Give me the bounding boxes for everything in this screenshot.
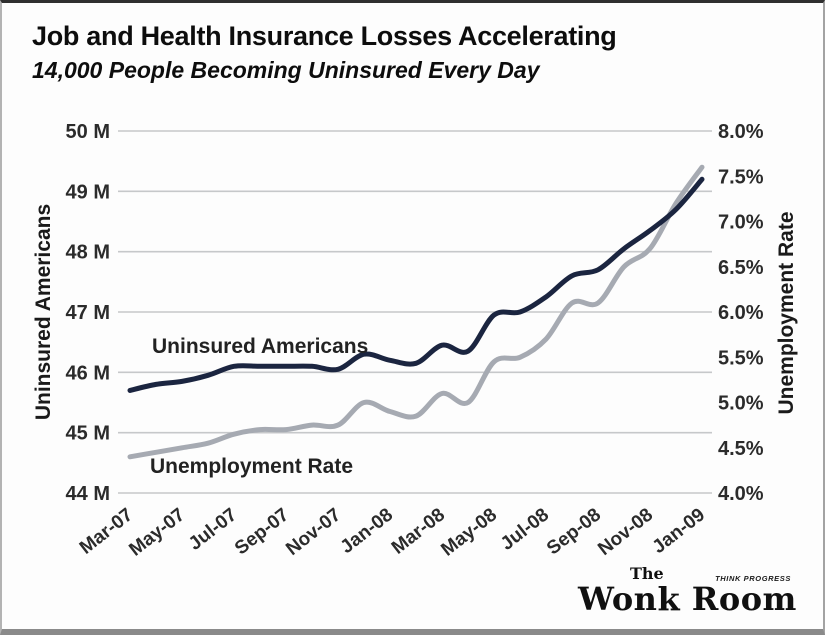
x-axis-tick-label: Jan-09: [649, 504, 709, 558]
chart-subtitle: 14,000 People Becoming Uninsured Every D…: [32, 57, 540, 83]
series-label-uninsured-americans: Uninsured Americans: [152, 335, 369, 358]
y-axis-right-tick-label: 6.5%: [718, 257, 764, 279]
y-axis-right-tick-label: 4.5%: [718, 438, 764, 460]
y-axis-right-tick-label: 8.0%: [718, 121, 764, 143]
y-axis-left-tick-label: 50 M: [66, 121, 110, 143]
y-axis-right-tick-label: 7.0%: [718, 212, 764, 234]
logo-wonk-room-text: Wonk Room: [578, 580, 797, 618]
x-axis-tick-label: Sep-07: [231, 504, 293, 559]
x-axis-tick-label: Sep-08: [543, 504, 605, 559]
x-axis-tick-label: May-07: [125, 504, 189, 560]
x-axis-tick-label: Nov-07: [282, 504, 345, 560]
y-axis-left-tick-label: 44 M: [66, 483, 110, 505]
x-axis-tick-label: Jul-07: [185, 504, 241, 554]
y-axis-right-tick-label: 5.5%: [718, 347, 764, 369]
y-axis-left-tick-label: 46 M: [66, 362, 110, 384]
y-axis-left-tick-label: 45 M: [66, 423, 110, 445]
series-line-uninsured-americans: [127, 176, 705, 393]
x-axis-tick-label: May-08: [437, 504, 501, 560]
x-axis-tick-label: Mar-08: [388, 504, 449, 558]
x-axis-tick-label: Mar-07: [76, 504, 137, 558]
series-line-unemployment-rate: [127, 164, 705, 460]
y-axis-right-tick-label: 5.0%: [718, 393, 764, 415]
y-axis-right-tick-label: 4.0%: [718, 483, 764, 505]
series-label-unemployment-rate: Unemployment Rate: [150, 455, 354, 478]
logo-the-text: The: [630, 564, 664, 583]
y-axis-right-tick-label: 6.0%: [718, 302, 764, 324]
chart-plot: 50 M 49 M 48 M 47 M 46 M 45 M 44 M 8.0% 7.5% 7.0%…: [66, 121, 764, 561]
logo-tagline-thinkprogress: THINK PROGRESS: [715, 574, 791, 583]
y-axis-left-tick-label: 49 M: [66, 181, 110, 203]
chart-title: Job and Health Insurance Losses Accelera…: [32, 21, 617, 51]
x-axis-tick-label: Jul-08: [497, 504, 553, 554]
y-axis-right-tick-label: 7.5%: [718, 166, 764, 188]
y-axis-left-tick-label: 48 M: [66, 242, 110, 264]
x-axis-tick-label: Nov-08: [594, 504, 657, 560]
y-axis-left-tick-label: 47 M: [66, 302, 110, 324]
wonk-room-logo: The THINK PROGRESS Wonk Room: [578, 564, 797, 622]
x-axis-tick-label: Jan-08: [337, 504, 397, 558]
